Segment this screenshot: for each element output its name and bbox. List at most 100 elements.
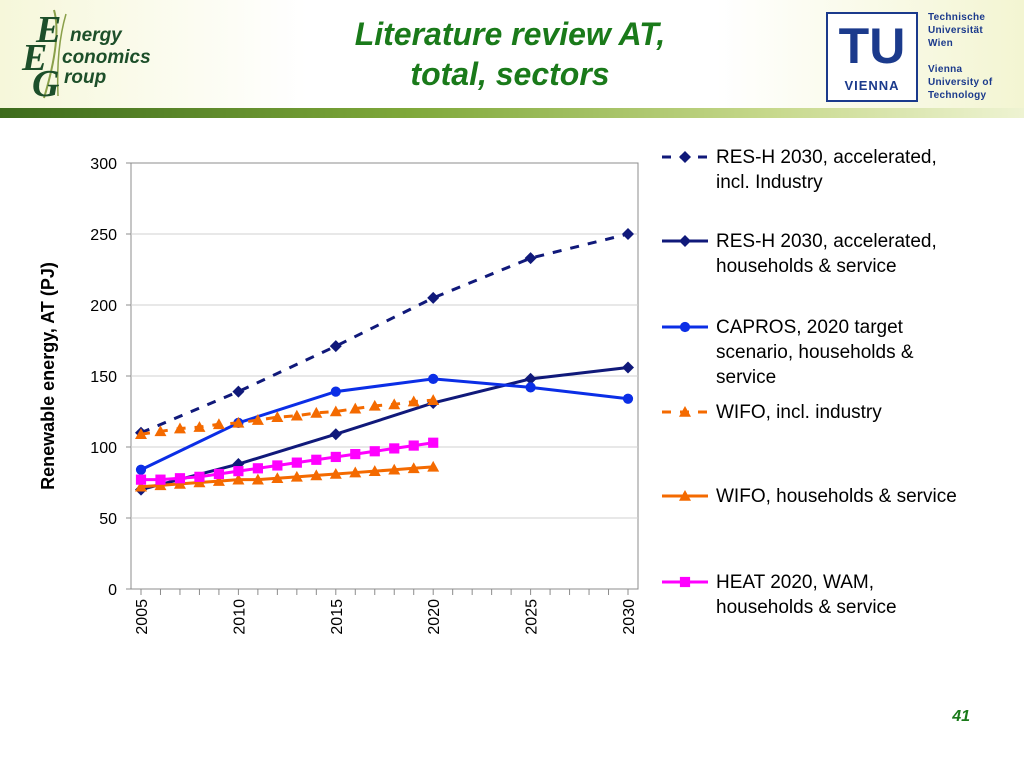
data-point-3 (154, 425, 167, 437)
tu-text-line6: Technology (928, 90, 987, 101)
data-point-5 (272, 460, 283, 471)
data-point-5 (155, 474, 166, 485)
eeg-logo: E E G nergy conomics roup (14, 8, 164, 105)
x-tick-label: 2010 (231, 599, 248, 635)
x-tick-label: 2020 (426, 599, 443, 635)
y-tick-label: 150 (90, 369, 117, 386)
data-point-5 (350, 449, 361, 460)
data-point-3 (368, 399, 381, 411)
data-point-3 (388, 398, 401, 410)
legend-label-line: incl. Industry (716, 172, 823, 193)
data-point-0 (232, 385, 245, 398)
series-line-4 (140, 465, 434, 489)
x-tick-label: 2015 (329, 599, 346, 635)
y-tick-label: 200 (90, 298, 117, 315)
data-point-3 (212, 418, 225, 430)
data-point-1 (524, 372, 537, 385)
y-tick-label: 0 (108, 582, 117, 599)
y-tick-label: 50 (99, 511, 117, 528)
page-title-line1: Literature review AT, (354, 16, 666, 52)
data-point-0 (524, 252, 537, 265)
data-point-5 (252, 463, 263, 474)
data-point-5 (213, 468, 225, 480)
y-tick-label: 100 (90, 440, 117, 457)
data-point-3 (251, 414, 264, 425)
data-point-4 (349, 466, 362, 478)
page-title: Literature review AT, total, sectors (250, 14, 770, 94)
tu-logo-mark-sub: VIENNA (844, 78, 900, 93)
y-tick-label: 250 (90, 227, 117, 244)
y-axis-label: Renewable energy, AT (PJ) (38, 262, 58, 490)
svg-text:G: G (32, 63, 60, 100)
data-point-4 (212, 475, 225, 486)
legend-swatch-marker-3 (679, 406, 691, 417)
legend-label-line: households & service (716, 256, 897, 277)
data-point-5 (135, 474, 147, 485)
legend-entry-4: WIFO, households & service (716, 484, 1016, 509)
legend-label-line: HEAT 2020, WAM, (716, 572, 875, 593)
data-point-5 (389, 443, 400, 454)
tu-text-line1: Technische (928, 12, 986, 23)
data-point-1 (329, 428, 342, 441)
legend-label-line: WIFO, households & service (716, 486, 957, 507)
data-point-1 (622, 361, 634, 374)
series-line-1 (140, 365, 629, 492)
series-line-5 (141, 441, 434, 482)
page-title-line2: total, sectors (410, 56, 610, 92)
data-point-3 (193, 421, 206, 432)
data-point-5 (194, 471, 205, 482)
legend-swatch-marker-4 (679, 490, 691, 501)
legend-label-line: RES-H 2030, accelerated, (716, 231, 937, 252)
eeg-logo-mark: E E G (21, 9, 67, 105)
legend-swatch-marker-5 (679, 576, 691, 588)
data-point-5 (233, 466, 244, 477)
legend-label-line: WIFO, incl. industry (716, 402, 882, 423)
eeg-logo-line1: nergy (70, 25, 122, 46)
header-bar (0, 108, 1024, 118)
data-point-5 (408, 440, 419, 451)
eeg-logo-line3: roup (64, 67, 107, 88)
data-point-4 (251, 473, 264, 485)
data-point-5 (174, 473, 186, 484)
series-line-2 (140, 377, 629, 472)
tu-text-line2: Universität (928, 25, 983, 36)
legend-swatch-marker-1 (679, 235, 691, 247)
legend-label-line: service (716, 367, 777, 388)
data-point-4 (271, 472, 284, 484)
page-number: 41 (952, 708, 970, 725)
legend-entry-1: RES-H 2030, accelerated, households & ser… (716, 229, 1016, 279)
tu-vienna-logo: TU VIENNA (826, 12, 918, 102)
data-point-3 (407, 395, 420, 407)
data-point-3 (349, 402, 362, 414)
tu-text-line4: Vienna (928, 64, 963, 75)
data-point-4 (310, 469, 323, 481)
y-tick-label: 300 (90, 156, 117, 173)
data-point-4 (388, 463, 401, 475)
legend-entry-0: RES-H 2030, accelerated, incl. Industry (716, 145, 1016, 195)
data-point-3 (271, 411, 284, 422)
data-point-5 (291, 457, 302, 468)
x-tick-label: 2030 (621, 599, 638, 635)
data-point-3 (427, 394, 440, 405)
data-point-4 (427, 460, 440, 472)
eeg-logo-line2: conomics (62, 47, 151, 68)
legend-label-line: CAPROS, 2020 target (716, 317, 903, 338)
x-tick-label: 2025 (524, 599, 541, 635)
data-point-5 (311, 454, 322, 465)
tu-text-line5: University of (928, 77, 993, 88)
legend-entry-5: HEAT 2020, WAM, households & service (716, 570, 1016, 620)
data-point-4 (407, 462, 420, 474)
data-point-5 (369, 446, 380, 457)
tu-text-line3: Wien (928, 38, 953, 49)
data-point-2 (622, 393, 634, 404)
legend-label-line: RES-H 2030, accelerated, (716, 147, 937, 168)
data-point-2 (135, 464, 147, 475)
data-point-2 (428, 373, 439, 384)
data-point-5 (428, 437, 439, 448)
data-point-4 (290, 470, 303, 482)
tu-logo-mark: TU (838, 18, 906, 74)
data-point-4 (329, 467, 342, 479)
legend-swatch-marker-0 (679, 151, 691, 163)
data-point-4 (368, 465, 381, 476)
